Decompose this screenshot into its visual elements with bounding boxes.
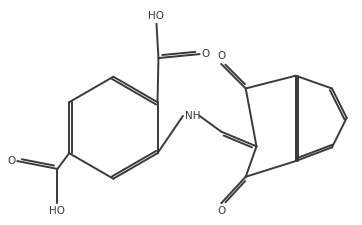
- Text: O: O: [217, 51, 225, 61]
- Text: O: O: [201, 49, 210, 59]
- Text: O: O: [7, 156, 16, 166]
- Text: NH: NH: [185, 111, 200, 121]
- Text: HO: HO: [50, 206, 66, 216]
- Text: HO: HO: [148, 11, 164, 21]
- Text: O: O: [217, 206, 225, 216]
